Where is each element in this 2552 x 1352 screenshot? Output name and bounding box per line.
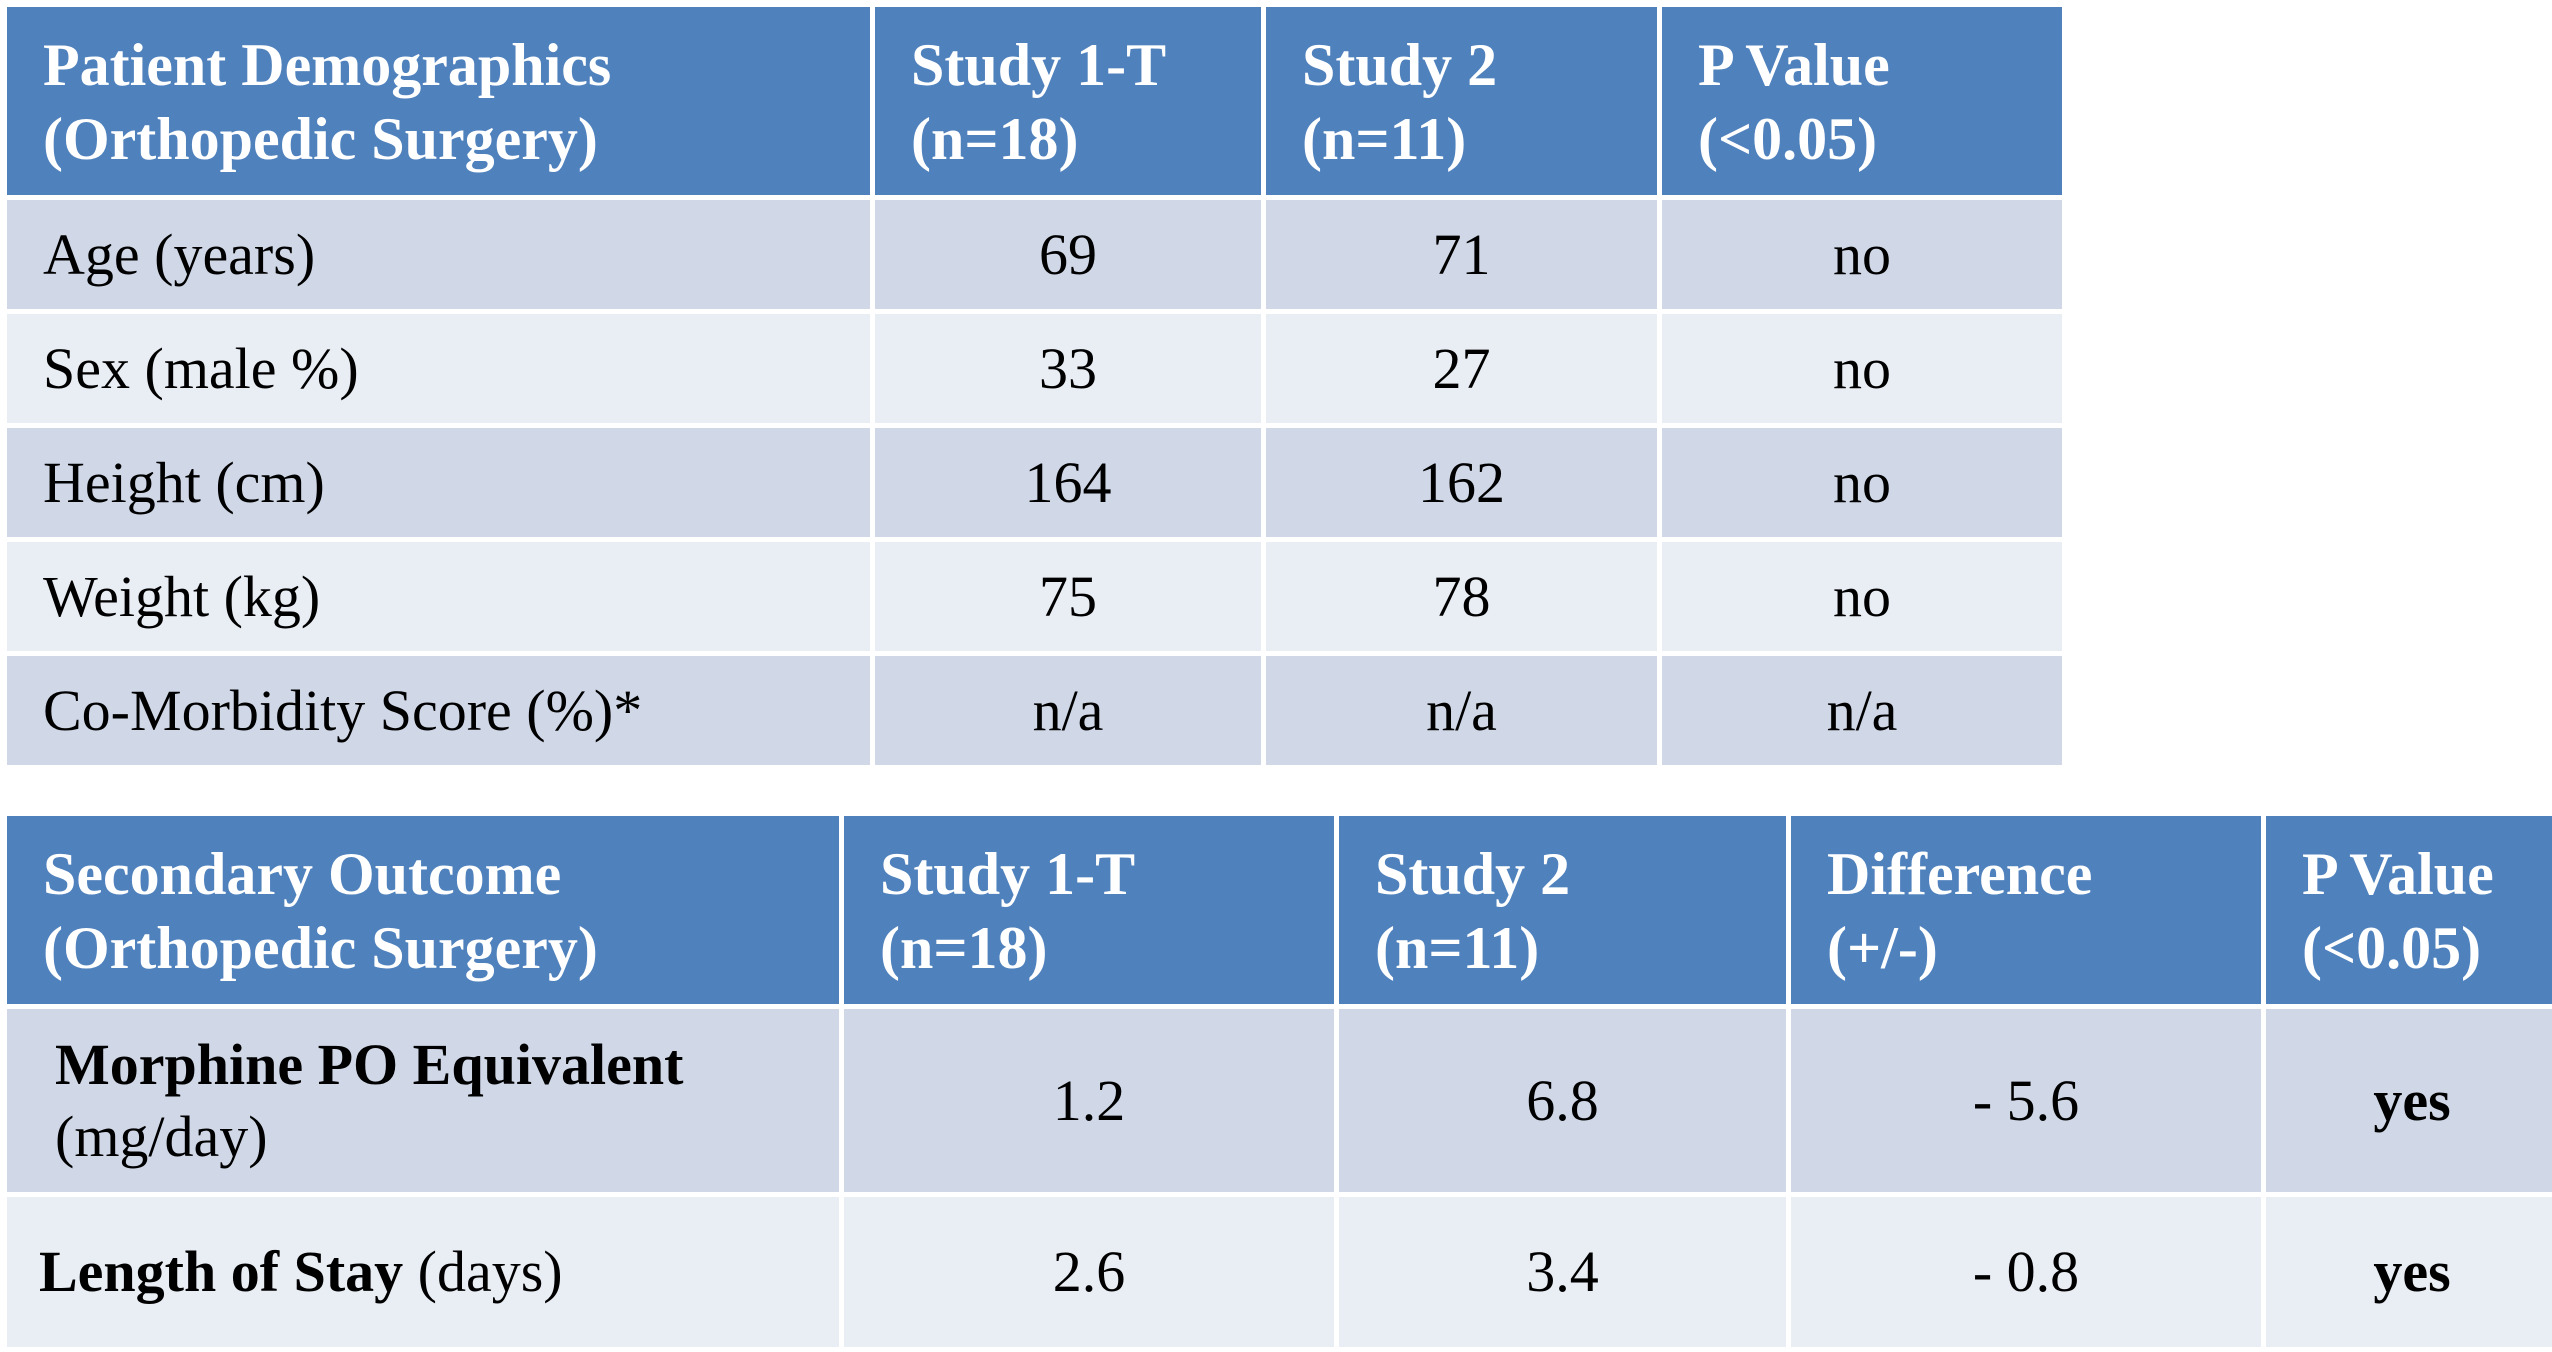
table-header-row: Secondary Outcome (Orthopedic Surgery) St… — [7, 816, 2552, 1004]
header-study-2: Study 2 (n=11) — [1339, 816, 1786, 1004]
study2-value: 27 — [1266, 314, 1657, 423]
row-label: Weight (kg) — [7, 542, 870, 651]
p-value: yes — [2266, 1197, 2552, 1347]
study1-value: 2.6 — [844, 1197, 1334, 1347]
study1-value: 1.2 — [844, 1009, 1334, 1192]
header-patient-demographics: Patient Demographics (Orthopedic Surgery) — [7, 7, 870, 195]
header-study-1t: Study 1-T (n=18) — [875, 7, 1261, 195]
difference-value: - 0.8 — [1791, 1197, 2261, 1347]
p-value: n/a — [1662, 656, 2062, 765]
table-row: Co-Morbidity Score (%)* n/a n/a n/a — [7, 656, 2062, 765]
p-value: yes — [2266, 1009, 2552, 1192]
header-difference: Difference (+/-) — [1791, 816, 2261, 1004]
row-label: Length of Stay (days) — [7, 1197, 839, 1347]
header-p-value: P Value (<0.05) — [1662, 7, 2062, 195]
header-secondary-outcome: Secondary Outcome (Orthopedic Surgery) — [7, 816, 839, 1004]
patient-demographics-table: Patient Demographics (Orthopedic Surgery)… — [2, 2, 2067, 770]
p-value: no — [1662, 314, 2062, 423]
table-row: Morphine PO Equivalent (mg/day) 1.2 6.8 -… — [7, 1009, 2552, 1192]
study1-value: 33 — [875, 314, 1261, 423]
study2-value: 6.8 — [1339, 1009, 1786, 1192]
header-p-value: P Value (<0.05) — [2266, 816, 2552, 1004]
study2-value: 71 — [1266, 200, 1657, 309]
secondary-outcome-table: Secondary Outcome (Orthopedic Surgery) St… — [2, 811, 2552, 1352]
table-header-row: Patient Demographics (Orthopedic Surgery)… — [7, 7, 2062, 195]
header-study-2: Study 2 (n=11) — [1266, 7, 1657, 195]
table-row: Weight (kg) 75 78 no — [7, 542, 2062, 651]
row-label: Morphine PO Equivalent (mg/day) — [7, 1009, 839, 1192]
study2-value: 3.4 — [1339, 1197, 1786, 1347]
study2-value: 78 — [1266, 542, 1657, 651]
table-row: Height (cm) 164 162 no — [7, 428, 2062, 537]
p-value: no — [1662, 428, 2062, 537]
difference-value: - 5.6 — [1791, 1009, 2261, 1192]
table-row: Age (years) 69 71 no — [7, 200, 2062, 309]
row-label: Sex (male %) — [7, 314, 870, 423]
header-study-1t: Study 1-T (n=18) — [844, 816, 1334, 1004]
table-row: Sex (male %) 33 27 no — [7, 314, 2062, 423]
row-label: Co-Morbidity Score (%)* — [7, 656, 870, 765]
study1-value: 75 — [875, 542, 1261, 651]
study2-value: n/a — [1266, 656, 1657, 765]
p-value: no — [1662, 542, 2062, 651]
p-value: no — [1662, 200, 2062, 309]
study1-value: 69 — [875, 200, 1261, 309]
row-label: Age (years) — [7, 200, 870, 309]
study2-value: 162 — [1266, 428, 1657, 537]
table-row: Length of Stay (days) 2.6 3.4 - 0.8 yes — [7, 1197, 2552, 1347]
study1-value: 164 — [875, 428, 1261, 537]
row-label: Height (cm) — [7, 428, 870, 537]
study1-value: n/a — [875, 656, 1261, 765]
